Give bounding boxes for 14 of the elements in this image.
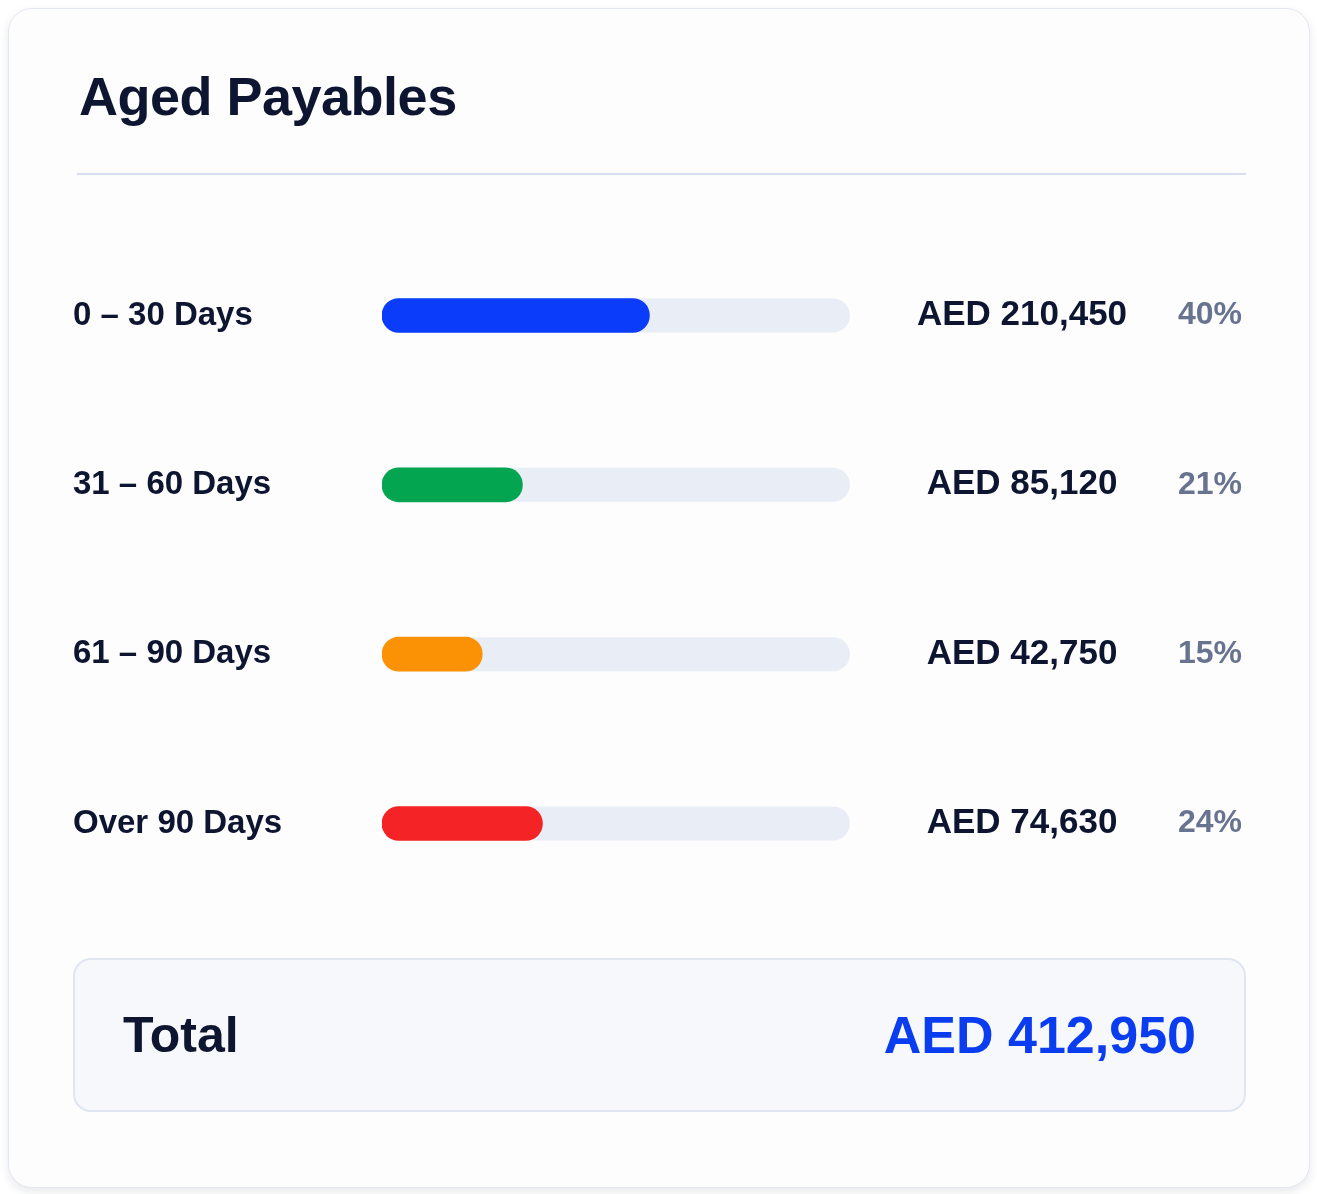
data-label: 24% [1177, 803, 1242, 840]
y-tick-label: 0 – 30 Days [73, 294, 253, 332]
text: AED 74,630 [926, 801, 1118, 841]
text: AED 210,450 [916, 293, 1128, 333]
text: AED 42,750 [926, 631, 1118, 671]
y-tick-label: 31 – 60 Days [73, 463, 272, 501]
y-tick-label: Over 90 Days [73, 802, 283, 840]
chart-title: Aged Payables [79, 66, 457, 126]
data-label: 21% [1177, 464, 1242, 501]
y-tick-label: 61 – 90 Days [73, 633, 272, 671]
data-label: 15% [1177, 634, 1242, 670]
data-label: 40% [1177, 295, 1242, 332]
total-panel: Total AED 412,950 [73, 958, 1246, 1112]
text: AED 85,120 [926, 462, 1118, 502]
